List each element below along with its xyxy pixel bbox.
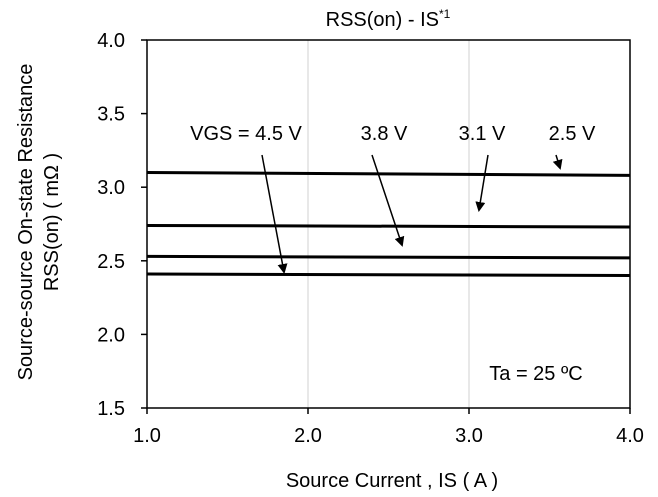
series-label-3: 3.1 V [459,123,506,145]
series-label-4: 2.5 V [549,123,596,145]
y-axis-label-line1: Source-source On-state Resistance [15,64,37,381]
x-tick-label: 4.0 [616,425,644,447]
series-label-arrow-2 [371,154,405,247]
x-tick-label: 2.0 [294,425,322,447]
series-group [146,170,631,278]
y-tick-label: 4.0 [97,30,125,52]
grid-lines [307,40,470,408]
temperature-annotation: Ta = 25 ºC [489,363,582,385]
y-tick-label: 2.5 [97,251,125,273]
plot-area-frame [146,39,631,409]
series-line-1 [146,272,631,278]
series-line-3 [146,223,631,229]
series-label-arrow-3 [475,154,489,212]
tick-labels: 1.0 2.0 3.0 4.0 1.5 2.0 2.5 3.0 3.5 4.0 [97,30,644,447]
label-arrows [261,154,563,274]
chart-title: RSS(on) - IS*1 [326,7,451,31]
x-tick-label: 1.0 [133,425,161,447]
y-tick-label: 3.0 [97,177,125,199]
series-label-2: 3.8 V [361,123,408,145]
y-tick-label: 3.5 [97,104,125,126]
series-label-arrow-4 [552,154,563,170]
x-axis-label: Source Current , IS ( A ) [286,470,498,492]
series-line-2 [146,254,631,260]
y-axis-label-line2: RSS(on) ( mΩ ) [41,153,63,291]
series-label-1: VGS = 4.5 V [190,123,302,145]
series-label-arrow-1 [261,154,288,274]
x-tick-label: 3.0 [455,425,483,447]
series-line-4 [146,170,631,177]
series-labels: VGS = 4.5 V 3.8 V 3.1 V 2.5 V [190,123,596,145]
y-tick-label: 2.0 [97,324,125,346]
y-tick-label: 1.5 [97,398,125,420]
